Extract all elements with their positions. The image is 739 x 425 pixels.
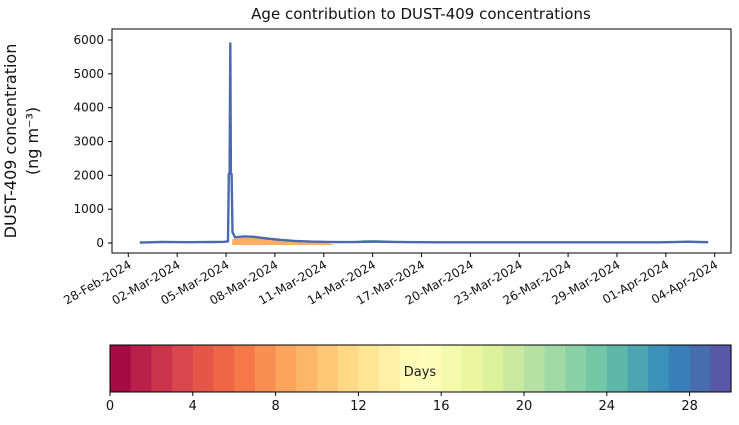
colorbar-tick-label: 20 [516, 399, 533, 414]
colorbar-segment [689, 345, 711, 392]
colorbar-segment [627, 345, 649, 392]
colorbar-tick-label: 28 [681, 399, 698, 414]
total-line-group [139, 42, 709, 244]
colorbar-segment [358, 345, 380, 392]
colorbar-segment [151, 345, 173, 392]
colorbar-segment [110, 345, 132, 392]
y-tick-label: 0 [96, 236, 104, 250]
colorbar-segment [234, 345, 256, 392]
colorbar-segment [565, 345, 587, 392]
axes-frame [111, 28, 732, 254]
colorbar-tick-label: 16 [433, 399, 450, 414]
colorbar-segment [503, 345, 525, 392]
x-axis-ticks: 28-Feb-202402-Mar-202405-Mar-202408-Mar-… [61, 253, 720, 308]
colorbar-segment [420, 345, 442, 392]
layer-fill-age-6-10-days-band [232, 237, 336, 245]
colorbar-frame [109, 344, 732, 393]
y-axis-label-line1: DUST-409 concentration [1, 44, 20, 239]
colorbar-segment [296, 345, 318, 392]
colorbar-segment [648, 345, 670, 392]
plot-frame [111, 28, 732, 254]
y-tick-label: 2000 [73, 168, 104, 182]
colorbar-segment [482, 345, 504, 392]
colorbar-tick-label: 8 [271, 399, 279, 414]
chart-title: Age contribution to DUST-409 concentrati… [251, 5, 591, 23]
colorbar-segment [213, 345, 235, 392]
colorbar-segment [254, 345, 277, 392]
y-tick-label: 5000 [73, 67, 104, 81]
y-tick-label: 1000 [73, 202, 104, 216]
colorbar-segment [172, 345, 194, 392]
colorbar-segment [544, 345, 566, 392]
colorbar: 0 4 8 12 16 20 24 28 [106, 344, 732, 414]
colorbar-segment [337, 345, 359, 392]
colorbar-segment [710, 345, 732, 392]
y-tick-label: 3000 [73, 135, 104, 149]
y-tick-label: 4000 [73, 101, 104, 115]
colorbar-tick-label: 0 [106, 399, 114, 414]
colorbar-segment [524, 345, 546, 392]
y-tick-label: 6000 [73, 33, 104, 47]
y-axis-ticks: 0 1000 2000 3000 4000 5000 6000 [73, 33, 112, 250]
colorbar-segment [606, 345, 629, 392]
colorbar-segment [317, 345, 339, 392]
colorbar-segment [379, 345, 401, 392]
colorbar-segment [586, 345, 608, 392]
colorbar-segment [668, 345, 691, 392]
colorbar-tick-label: 12 [350, 399, 367, 414]
colorbar-segment [461, 345, 484, 392]
total-line [139, 42, 709, 244]
y-axis-label-line2: (ng m⁻³) [23, 107, 42, 175]
colorbar-segment [130, 345, 152, 392]
colorbar-segment [399, 345, 422, 392]
colorbar-tick-label: 4 [189, 399, 197, 414]
colorbar-label: Days [404, 365, 437, 380]
colorbar-segment [275, 345, 297, 392]
colorbar-segment [441, 345, 463, 392]
colorbar-segment [192, 345, 215, 392]
colorbar-tick-label: 24 [599, 399, 616, 414]
